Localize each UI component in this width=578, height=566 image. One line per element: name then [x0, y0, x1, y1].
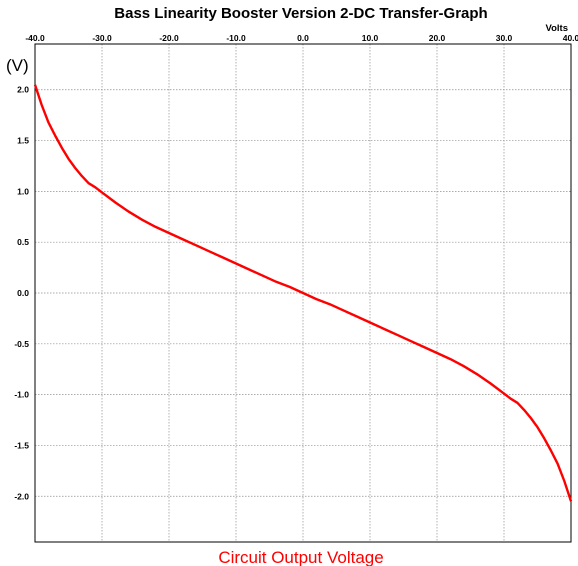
y-unit-label: (V): [6, 56, 29, 75]
y-tick-label: 0.5: [17, 237, 29, 247]
y-tick-labels: 2.0 1.5 1.0 0.5 0.0 -0.5 -1.0 -1.5 -2.0: [14, 85, 29, 502]
y-tick-label: -2.0: [14, 491, 29, 501]
x-tick-label: -40.0: [25, 33, 45, 43]
chart-title: Bass Linearity Booster Version 2-DC Tran…: [114, 5, 487, 22]
x-tick-label: -20.0: [159, 33, 179, 43]
x-tick-labels: -40.0 -30.0 -20.0 -10.0 0.0 10.0 20.0 30.0 40.0: [25, 33, 578, 43]
x-tick-label: 40.0: [563, 33, 578, 43]
x-tick-label: -10.0: [226, 33, 246, 43]
y-tick-label: -0.5: [14, 339, 29, 349]
y-tick-label: 1.5: [17, 136, 29, 146]
x-axis-caption: Circuit Output Voltage: [218, 548, 383, 566]
x-tick-label: -30.0: [92, 33, 112, 43]
plot-frame: [34, 43, 572, 543]
x-tick-label: 0.0: [297, 33, 309, 43]
x-tick-label: 30.0: [496, 33, 513, 43]
transfer-curve: [33, 84, 573, 502]
y-tick-label: 1.0: [17, 186, 29, 196]
x-tick-label: 20.0: [429, 33, 446, 43]
x-unit-label: Volts: [545, 23, 568, 34]
y-tick-label: 0.0: [17, 288, 29, 298]
y-tick-label: 2.0: [17, 85, 29, 95]
x-tick-label: 10.0: [362, 33, 379, 43]
y-tick-label: -1.5: [14, 440, 29, 450]
y-tick-label: -1.0: [14, 390, 29, 400]
